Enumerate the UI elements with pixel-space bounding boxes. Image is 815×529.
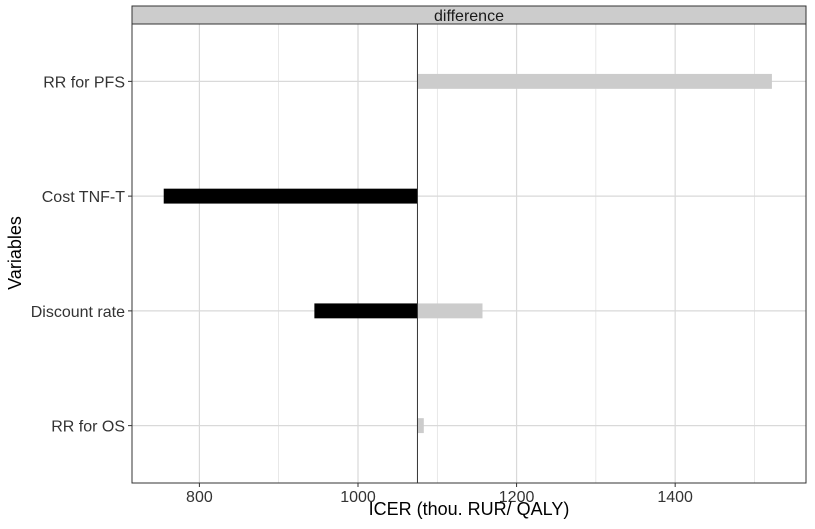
x-axis-title: ICER (thou. RUR/ QALY) (369, 499, 570, 519)
bar-discount-rate-high (417, 303, 483, 319)
panel-background (132, 24, 806, 483)
panel (131, 23, 807, 484)
x-tick-label: 1200 (499, 489, 535, 506)
x-tick-label: 1000 (340, 489, 376, 506)
y-axis: RR for PFS Cost TNF-T Discount rate RR for … (31, 74, 132, 436)
y-tick-label: Cost TNF-T (42, 189, 125, 206)
facet-strip-label: difference (434, 8, 504, 25)
y-tick-label: Discount rate (31, 304, 125, 321)
y-tick-label: RR for OS (51, 419, 125, 436)
y-axis-title: Variables (5, 216, 25, 290)
bar-cost-tnf-t-low (163, 188, 418, 204)
bar-rr-for-pfs-high (417, 73, 772, 89)
panel-border (131, 23, 807, 484)
bar-rr-for-os-high (417, 418, 424, 434)
y-tick-label: RR for PFS (43, 74, 125, 91)
x-tick-label: 1400 (657, 489, 693, 506)
bar-layer (163, 73, 772, 434)
bar-discount-rate-low (314, 303, 418, 319)
x-axis: 800 1000 1200 1400 (186, 483, 693, 506)
x-tick-label: 800 (186, 489, 213, 506)
